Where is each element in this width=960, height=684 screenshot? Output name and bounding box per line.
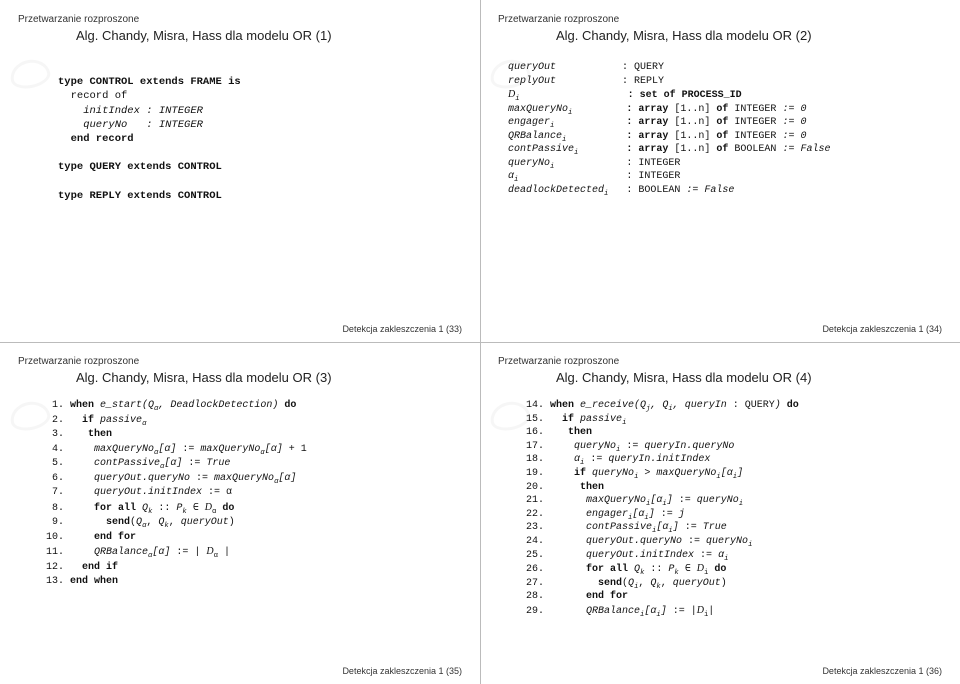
breadcrumb: Przetwarzanie rozproszone bbox=[18, 356, 462, 367]
line-number: 9. bbox=[44, 516, 64, 531]
line-number: 13. bbox=[44, 575, 64, 590]
line-number: 28. bbox=[524, 590, 544, 604]
code-line: type QUERY extends CONTROL bbox=[58, 161, 222, 173]
code-line: type CONTROL extends FRAME is bbox=[58, 76, 241, 88]
line-number: 22. bbox=[524, 508, 544, 522]
line-number: 21. bbox=[524, 494, 544, 508]
decl-name: engager bbox=[508, 117, 550, 128]
decl-type: : QUERY bbox=[622, 62, 664, 73]
line-number: 27. bbox=[524, 577, 544, 591]
watermark-icon bbox=[490, 402, 542, 450]
decl-name: deadlockDetected bbox=[508, 185, 604, 196]
line-number: 6. bbox=[44, 472, 64, 487]
code-block-3: 1.when e_start(Qα, DeadlockDetection) do… bbox=[44, 399, 462, 590]
decl-type: : REPLY bbox=[622, 76, 664, 87]
page-footer: Detekcja zakleszczenia 1 (35) bbox=[342, 666, 462, 676]
code-block-4: 14.when e_receive(Qj, Qi, queryIn : QUER… bbox=[524, 399, 942, 619]
page-footer: Detekcja zakleszczenia 1 (33) bbox=[342, 324, 462, 334]
line-number: 25. bbox=[524, 549, 544, 563]
code-block-1: type CONTROL extends FRAME is record of … bbox=[58, 61, 462, 217]
page-title: Alg. Chandy, Misra, Hass dla modelu OR (… bbox=[556, 28, 942, 43]
line-number: 24. bbox=[524, 535, 544, 549]
line-number: 10. bbox=[44, 531, 64, 546]
panel-3: Przetwarzanie rozproszone Alg. Chandy, M… bbox=[0, 342, 480, 684]
page-title: Alg. Chandy, Misra, Hass dla modelu OR (… bbox=[76, 370, 462, 385]
line-number: 8. bbox=[44, 502, 64, 517]
line-number: 20. bbox=[524, 481, 544, 495]
line-number: 12. bbox=[44, 561, 64, 576]
panel-4: Przetwarzanie rozproszone Alg. Chandy, M… bbox=[480, 342, 960, 684]
page-title: Alg. Chandy, Misra, Hass dla modelu OR (… bbox=[556, 370, 942, 385]
page-footer: Detekcja zakleszczenia 1 (34) bbox=[822, 324, 942, 334]
page-title: Alg. Chandy, Misra, Hass dla modelu OR (… bbox=[76, 28, 462, 43]
line-number: 18. bbox=[524, 453, 544, 467]
horizontal-divider bbox=[0, 342, 960, 343]
breadcrumb: Przetwarzanie rozproszone bbox=[18, 14, 462, 25]
watermark-icon bbox=[490, 60, 542, 108]
panel-2: Przetwarzanie rozproszone Alg. Chandy, M… bbox=[480, 0, 960, 342]
code-line: initIndex : INTEGER bbox=[58, 105, 203, 117]
decl-name: QRBalance bbox=[508, 131, 562, 142]
decl-name: queryNo bbox=[508, 158, 550, 169]
decl-name: contPassive bbox=[508, 144, 574, 155]
line-number: 29. bbox=[524, 605, 544, 619]
page-footer: Detekcja zakleszczenia 1 (36) bbox=[822, 666, 942, 676]
panel-1: Przetwarzanie rozproszone Alg. Chandy, M… bbox=[0, 0, 480, 342]
line-number: 26. bbox=[524, 563, 544, 577]
line-number: 5. bbox=[44, 457, 64, 472]
watermark-icon bbox=[10, 402, 62, 450]
code-line: type REPLY extends CONTROL bbox=[58, 190, 222, 202]
line-number: 23. bbox=[524, 521, 544, 535]
code-line: record of bbox=[58, 90, 127, 102]
breadcrumb: Przetwarzanie rozproszone bbox=[498, 14, 942, 25]
code-block-2: queryOut : QUERY replyOut : REPLY Di : s… bbox=[508, 61, 942, 197]
line-number: 19. bbox=[524, 467, 544, 481]
line-number: 7. bbox=[44, 486, 64, 501]
code-line: end record bbox=[58, 133, 134, 145]
watermark-icon bbox=[10, 60, 62, 108]
breadcrumb: Przetwarzanie rozproszone bbox=[498, 356, 942, 367]
decl-type: : set of PROCESS_ID bbox=[628, 90, 742, 101]
code-line: queryNo : INTEGER bbox=[58, 119, 203, 131]
line-number: 11. bbox=[44, 546, 64, 561]
